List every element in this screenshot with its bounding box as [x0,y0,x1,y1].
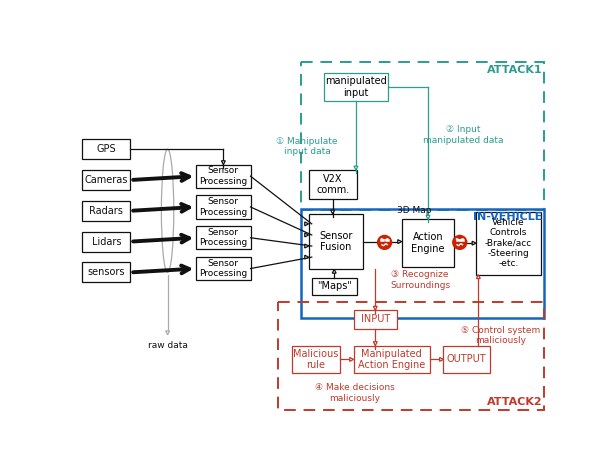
Text: Sensor
Processing: Sensor Processing [199,197,247,217]
Bar [196,164,250,188]
Bar [312,278,357,295]
Text: Manipulated
Action Engine: Manipulated Action Engine [358,349,425,370]
Circle shape [452,235,466,249]
Polygon shape [333,269,336,273]
Text: ④ Make decisions
maliciously: ④ Make decisions maliciously [315,383,395,403]
Text: "Maps": "Maps" [317,281,351,291]
Text: IN-VEHICLE: IN-VEHICLE [473,212,543,221]
Bar [82,232,130,252]
Polygon shape [331,210,334,214]
Polygon shape [304,244,309,248]
Text: OUTPUT: OUTPUT [447,354,487,364]
Text: manipulated
input: manipulated input [325,76,387,98]
Polygon shape [476,275,481,279]
Text: sensors: sensors [88,268,125,277]
Text: Sensor
Processing: Sensor Processing [199,259,247,278]
Text: V2X
comm.: V2X comm. [316,174,350,195]
Bar [196,195,250,219]
Bar [196,226,250,249]
Polygon shape [426,215,430,219]
Bar [82,170,130,190]
Text: ATTACK2: ATTACK2 [487,397,543,407]
Bar [301,62,544,210]
Bar [301,208,544,318]
Bar [476,212,541,275]
Bar [324,73,388,101]
Text: raw data: raw data [147,341,188,350]
Bar [82,262,130,283]
Bar [354,310,397,329]
Polygon shape [304,255,309,259]
Bar [401,219,454,267]
Circle shape [378,235,392,249]
Bar [196,257,250,280]
Text: ⑤ Control system
maliciously: ⑤ Control system maliciously [461,325,540,345]
Text: Sensor
Processing: Sensor Processing [199,166,247,186]
Polygon shape [373,306,377,310]
Polygon shape [398,240,401,243]
Bar [82,139,130,159]
Text: Cameras: Cameras [85,175,128,185]
Bar [309,170,357,199]
Polygon shape [222,161,225,164]
Bar [354,346,429,373]
Text: Malicious
rule: Malicious rule [293,349,338,370]
Bar [82,201,130,221]
Text: Lidars: Lidars [91,237,121,247]
Text: Vehicle
Controls
-Brake/acc
-Steering
-etc.: Vehicle Controls -Brake/acc -Steering -e… [485,218,532,269]
Text: ② Input
manipulated data: ② Input manipulated data [423,125,504,145]
Polygon shape [304,222,309,226]
Text: Action
Engine: Action Engine [411,233,445,254]
Text: INPUT: INPUT [361,314,390,325]
Bar [278,303,544,410]
Polygon shape [472,241,476,245]
Text: Sensor
Fusion: Sensor Fusion [319,231,353,252]
Polygon shape [304,233,309,237]
Polygon shape [373,342,377,346]
Bar [443,346,490,373]
Text: 3D Map: 3D Map [397,205,431,215]
Polygon shape [350,358,354,361]
Text: Sensor
Processing: Sensor Processing [199,228,247,248]
Bar [309,214,363,269]
Text: GPS: GPS [97,144,116,154]
Text: Radars: Radars [90,206,123,216]
Polygon shape [166,331,169,335]
Polygon shape [440,358,443,361]
Polygon shape [354,166,358,170]
Text: ① Manipulate
input data: ① Manipulate input data [276,137,338,156]
Text: ATTACK1: ATTACK1 [487,65,543,75]
Text: ③ Recognize
Surroundings: ③ Recognize Surroundings [390,270,450,290]
Bar [292,346,340,373]
